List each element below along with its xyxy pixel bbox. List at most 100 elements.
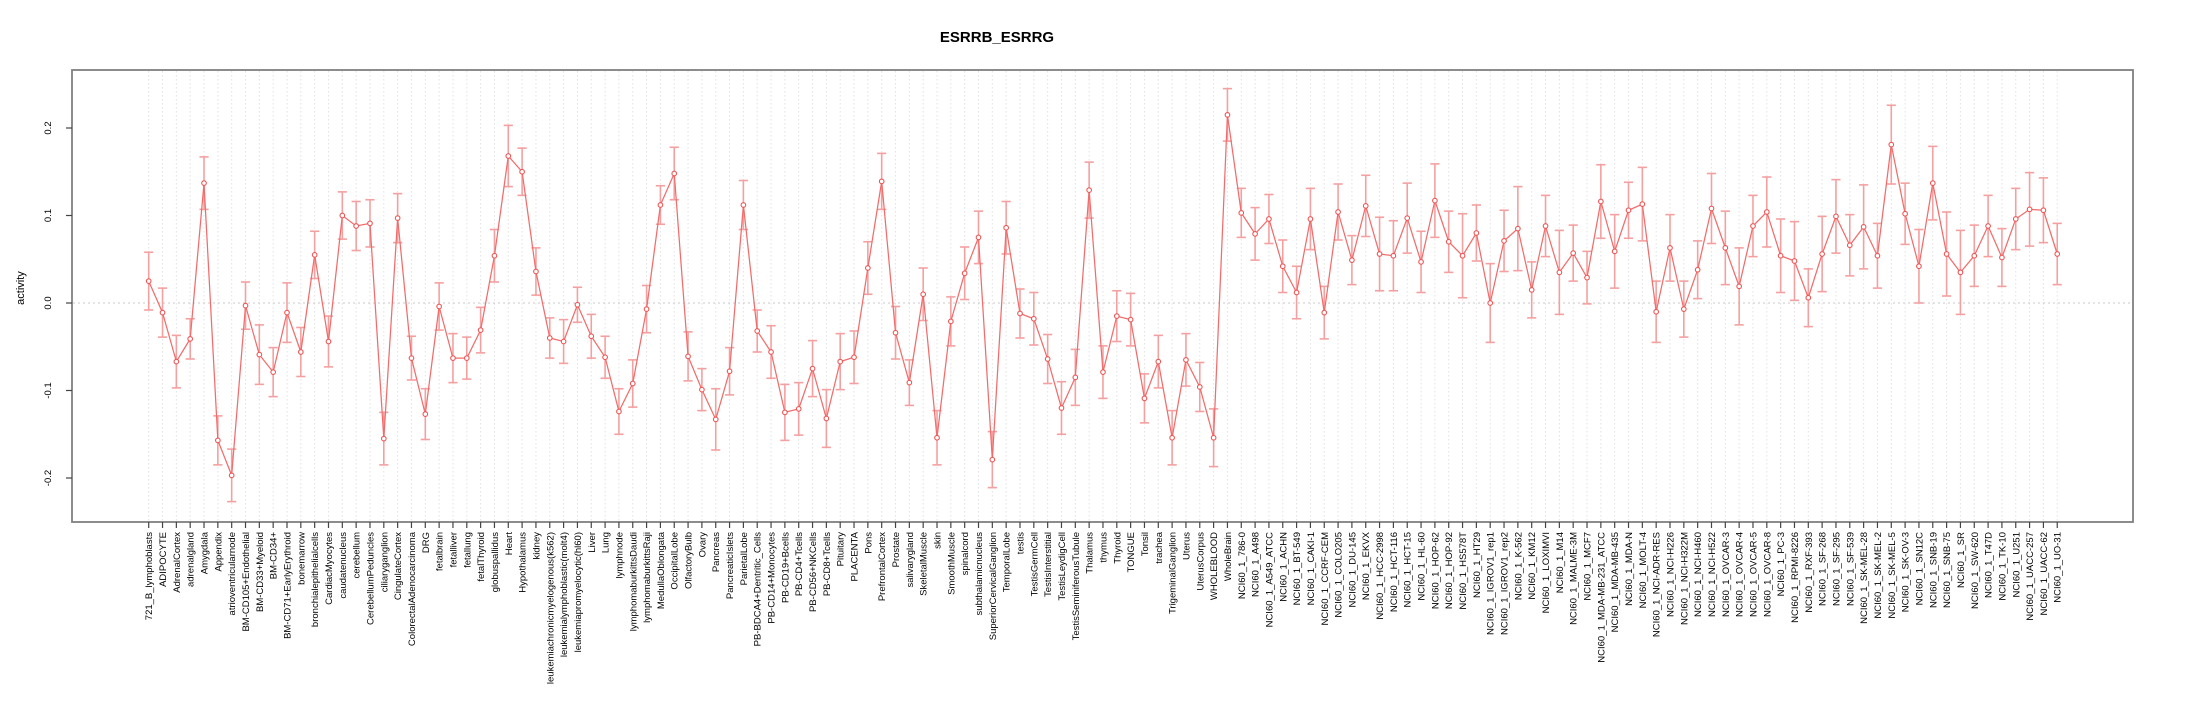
data-point-marker xyxy=(1293,289,1300,296)
data-point-marker xyxy=(519,168,525,175)
data-point-marker xyxy=(878,178,885,185)
x-tick-label: NCI60_1_NCI-H226 xyxy=(1666,532,1677,617)
y-tick-label: 0.0 xyxy=(43,296,54,309)
x-tick-label: NCI60_1_MALME-3M xyxy=(1569,532,1580,625)
x-tick-label: leukemiapromyelocytic(hl60) xyxy=(573,532,584,652)
x-tick-label: TestisGermCell xyxy=(1029,532,1040,596)
x-tick-label: SuperiorCervicalGanglion xyxy=(988,532,999,640)
x-tick-label: lymphnode xyxy=(614,532,625,578)
x-tick-label: NCI60_1_SF-268 xyxy=(1818,532,1829,606)
series-points xyxy=(145,112,2061,479)
data-point-marker xyxy=(1999,254,2005,261)
x-tick-label: Liver xyxy=(587,532,598,553)
x-tick-label: NCI60_1_HCC-2998 xyxy=(1375,532,1386,620)
x-tick-label: CardiacMyocytes xyxy=(324,532,335,605)
x-tick-label: NCI60_1_NCI-ADR-RES xyxy=(1652,532,1663,637)
data-point-marker xyxy=(1100,369,1106,375)
data-point-marker xyxy=(865,265,871,271)
x-tick-label: PancreaticIslets xyxy=(725,532,736,599)
x-tick-label: cerebellum xyxy=(352,532,363,579)
data-point-marker xyxy=(685,353,691,360)
data-point-marker xyxy=(1916,263,1922,270)
data-point-marker xyxy=(892,329,899,336)
data-point-marker xyxy=(1639,201,1646,207)
data-point-marker xyxy=(477,327,484,333)
y-tick-label: 0.1 xyxy=(43,209,54,222)
x-tick-label: adrenalgland xyxy=(186,532,197,587)
x-tick-label: MedullaOblongata xyxy=(656,531,667,609)
x-tick-label: skin xyxy=(933,532,944,549)
chart-title: ESRRB_ESRRG xyxy=(940,29,1054,46)
data-point-marker xyxy=(394,215,401,221)
x-tick-label: Lung xyxy=(601,532,612,553)
x-tick-label: NCI60_1_U251 xyxy=(2011,532,2022,598)
x-tick-label: subthalamicnucleus xyxy=(974,532,985,616)
x-tick-label: Pituitary xyxy=(836,532,847,567)
data-point-marker xyxy=(1127,316,1134,323)
data-point-marker xyxy=(837,358,844,365)
data-point-marker xyxy=(145,278,152,284)
x-tick-label: PLACENTA xyxy=(850,531,861,581)
x-tick-label: NCI60_1_RPMI-8226 xyxy=(1790,532,1801,623)
x-tick-label: NCI60_1_HS578T xyxy=(1458,532,1469,610)
x-tick-label: BM-CD105+Endothelial xyxy=(241,532,252,632)
x-tick-label: NCI60_1_SR xyxy=(1956,532,1967,588)
x-tick-label: SmoothMuscle xyxy=(946,532,957,595)
x-tick-label: salivarygland xyxy=(905,532,916,587)
x-tick-label: NCI60_1_NCI-H322M xyxy=(1679,532,1690,625)
x-tick-label: fetalliver xyxy=(448,532,459,567)
x-tick-label: NCI60_1_NCI-H460 xyxy=(1693,532,1704,617)
x-tick-label: WholeBrain xyxy=(1223,532,1234,581)
x-tick-label: NCI60_1_CAKI-1 xyxy=(1306,532,1317,605)
data-point-marker xyxy=(353,223,360,229)
data-point-marker xyxy=(1224,112,1231,118)
data-point-marker xyxy=(1017,310,1023,317)
gridlines xyxy=(73,71,2132,521)
x-tick-label: NCI60_1_OVCAR-5 xyxy=(1748,532,1759,617)
x-tick-label: PB-CD14+Monocytes xyxy=(767,532,778,624)
data-point-marker xyxy=(809,365,816,372)
x-tick-label: bronchialepithelialcells xyxy=(310,532,321,627)
x-tick-label: Amygdala xyxy=(200,531,211,574)
x-tick-label: NCI60_1_786-0 xyxy=(1237,532,1248,599)
x-tick-label: Pons xyxy=(863,532,874,554)
x-tick-label: NCI60_1_UACC-62 xyxy=(2039,532,2050,615)
x-tick-label: NCI60_1_HOP-92 xyxy=(1444,532,1455,609)
data-point-marker xyxy=(823,415,830,422)
x-tick-label: kidney xyxy=(531,532,542,560)
data-point-marker xyxy=(1404,215,1411,221)
data-point-marker xyxy=(1819,251,1825,257)
x-tick-label: NCI60_1_OVCAR-4 xyxy=(1735,532,1746,617)
data-point-marker xyxy=(463,355,470,361)
data-point-marker xyxy=(1777,252,1784,259)
data-point-marker xyxy=(450,355,456,361)
x-tick-label: ciliaryganglion xyxy=(379,532,390,592)
x-tick-label: NCI60_1_KM12 xyxy=(1527,532,1538,600)
data-point-marker xyxy=(1238,210,1245,216)
data-point-marker xyxy=(242,302,249,309)
data-point-marker xyxy=(1487,300,1494,306)
data-point-marker xyxy=(1501,238,1507,244)
data-point-marker xyxy=(1570,250,1577,256)
data-point-marker xyxy=(1473,230,1480,236)
data-point-marker xyxy=(1141,395,1148,402)
x-tick-label: NCI60_1_OVCAR-8 xyxy=(1762,532,1773,617)
x-tick-label: NCI60_1_IGROV1_rep2 xyxy=(1500,532,1511,635)
x-tick-label: Hypothalamus xyxy=(518,532,529,593)
data-point-marker xyxy=(740,202,747,208)
x-tick-label: NCI60_1_SW-620 xyxy=(1970,532,1981,609)
x-tick-label: trachea xyxy=(1154,531,1165,563)
x-tick-label: NCI60_1_SNB-19 xyxy=(1928,532,1939,608)
data-point-marker xyxy=(1542,223,1549,229)
x-tick-label: NCI60_1_CCRF-CEM xyxy=(1320,532,1331,626)
data-point-marker xyxy=(1763,209,1770,215)
data-point-marker xyxy=(1252,231,1258,237)
data-point-marker xyxy=(1072,374,1079,381)
x-tick-label: NCI60_1_MDA-MB-231_ATCC xyxy=(1596,532,1607,663)
data-point-marker xyxy=(339,212,346,219)
data-point-marker xyxy=(187,336,194,342)
x-tick-label: NCI60_1_PC-3 xyxy=(1776,532,1787,596)
data-point-marker xyxy=(1390,252,1397,259)
data-point-marker xyxy=(380,435,387,442)
data-point-marker xyxy=(1349,257,1355,263)
